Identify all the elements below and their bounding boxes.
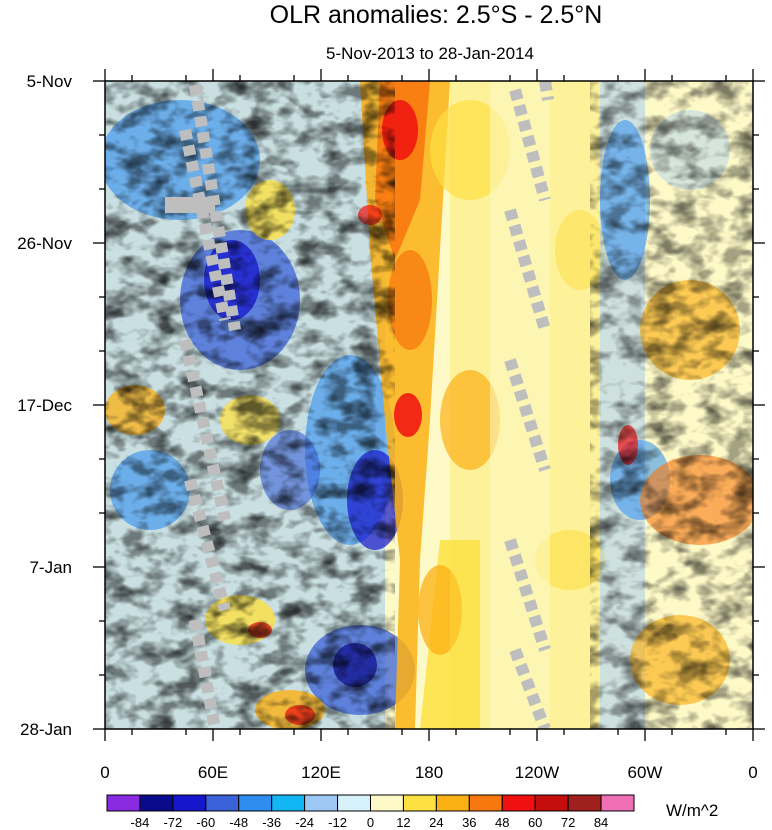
y-tick-label: 28-Jan [20, 720, 72, 739]
colorbar-label: 60 [528, 815, 542, 830]
colorbar-label: -36 [262, 815, 281, 830]
colorbar-swatch [271, 794, 306, 812]
colorbar-swatch [567, 794, 602, 812]
colorbar-label: 24 [429, 815, 443, 830]
x-tick-labels: 0 60E 120E 180 120W 60W 0 [100, 763, 757, 782]
colorbar: -84 -72 -60 -48 -36 -24 -12 0 12 24 36 48 60 72 84 [106, 794, 635, 830]
y-tick-label: 7-Jan [29, 558, 72, 577]
x-tick-label: 60W [628, 763, 663, 782]
y-tick-label: 17-Dec [17, 396, 72, 415]
x-tick-label: 0 [748, 763, 757, 782]
colorbar-swatch [205, 794, 240, 812]
chart-title: OLR anomalies: 2.5°S - 2.5°N [270, 1, 603, 29]
noise-texture [105, 81, 753, 729]
central-pacific-region [430, 81, 605, 729]
colorbar-label: 84 [594, 815, 608, 830]
colorbar-label: 36 [462, 815, 476, 830]
colorbar-swatch [172, 794, 207, 812]
colorbar-label: 0 [367, 815, 374, 830]
y-tick-labels: 5-Nov 26-Nov 17-Dec 7-Jan 28-Jan [17, 72, 72, 739]
colorbar-swatch [139, 794, 174, 812]
colorbar-swatch [468, 794, 503, 812]
colorbar-swatch [600, 794, 635, 812]
axis-ticks [93, 69, 765, 741]
colorbar-swatch [337, 794, 371, 812]
x-tick-label: 120W [515, 763, 559, 782]
plot-field [105, 81, 753, 729]
colorbar-label: -60 [196, 815, 215, 830]
colorbar-swatch [501, 794, 536, 812]
colorbar-label: 48 [495, 815, 509, 830]
colorbar-label: -24 [295, 815, 314, 830]
x-tick-label: 180 [415, 763, 443, 782]
colorbar-label: -84 [131, 815, 150, 830]
missing-data-streaks [165, 81, 554, 729]
colorbar-swatch [534, 794, 569, 812]
colorbar-units: W/m^2 [666, 801, 718, 820]
colorbar-swatch [402, 794, 437, 812]
y-tick-label: 26-Nov [17, 234, 72, 253]
colorbar-swatch [304, 794, 339, 812]
colorbar-swatch [106, 794, 141, 812]
colorbar-label: 12 [396, 815, 410, 830]
colorbar-swatch [435, 794, 470, 812]
colorbar-swatch [370, 794, 404, 812]
colorbar-swatch [238, 794, 273, 812]
chart-subtitle: 5-Nov-2013 to 28-Jan-2014 [326, 44, 534, 63]
x-tick-label: 60E [198, 763, 228, 782]
colorbar-label: -48 [229, 815, 248, 830]
y-tick-label: 5-Nov [27, 72, 73, 91]
colorbar-label: -12 [328, 815, 347, 830]
x-tick-label: 0 [100, 763, 109, 782]
x-tick-label: 120E [301, 763, 341, 782]
colorbar-label: 72 [561, 815, 575, 830]
colorbar-label: -72 [163, 815, 182, 830]
